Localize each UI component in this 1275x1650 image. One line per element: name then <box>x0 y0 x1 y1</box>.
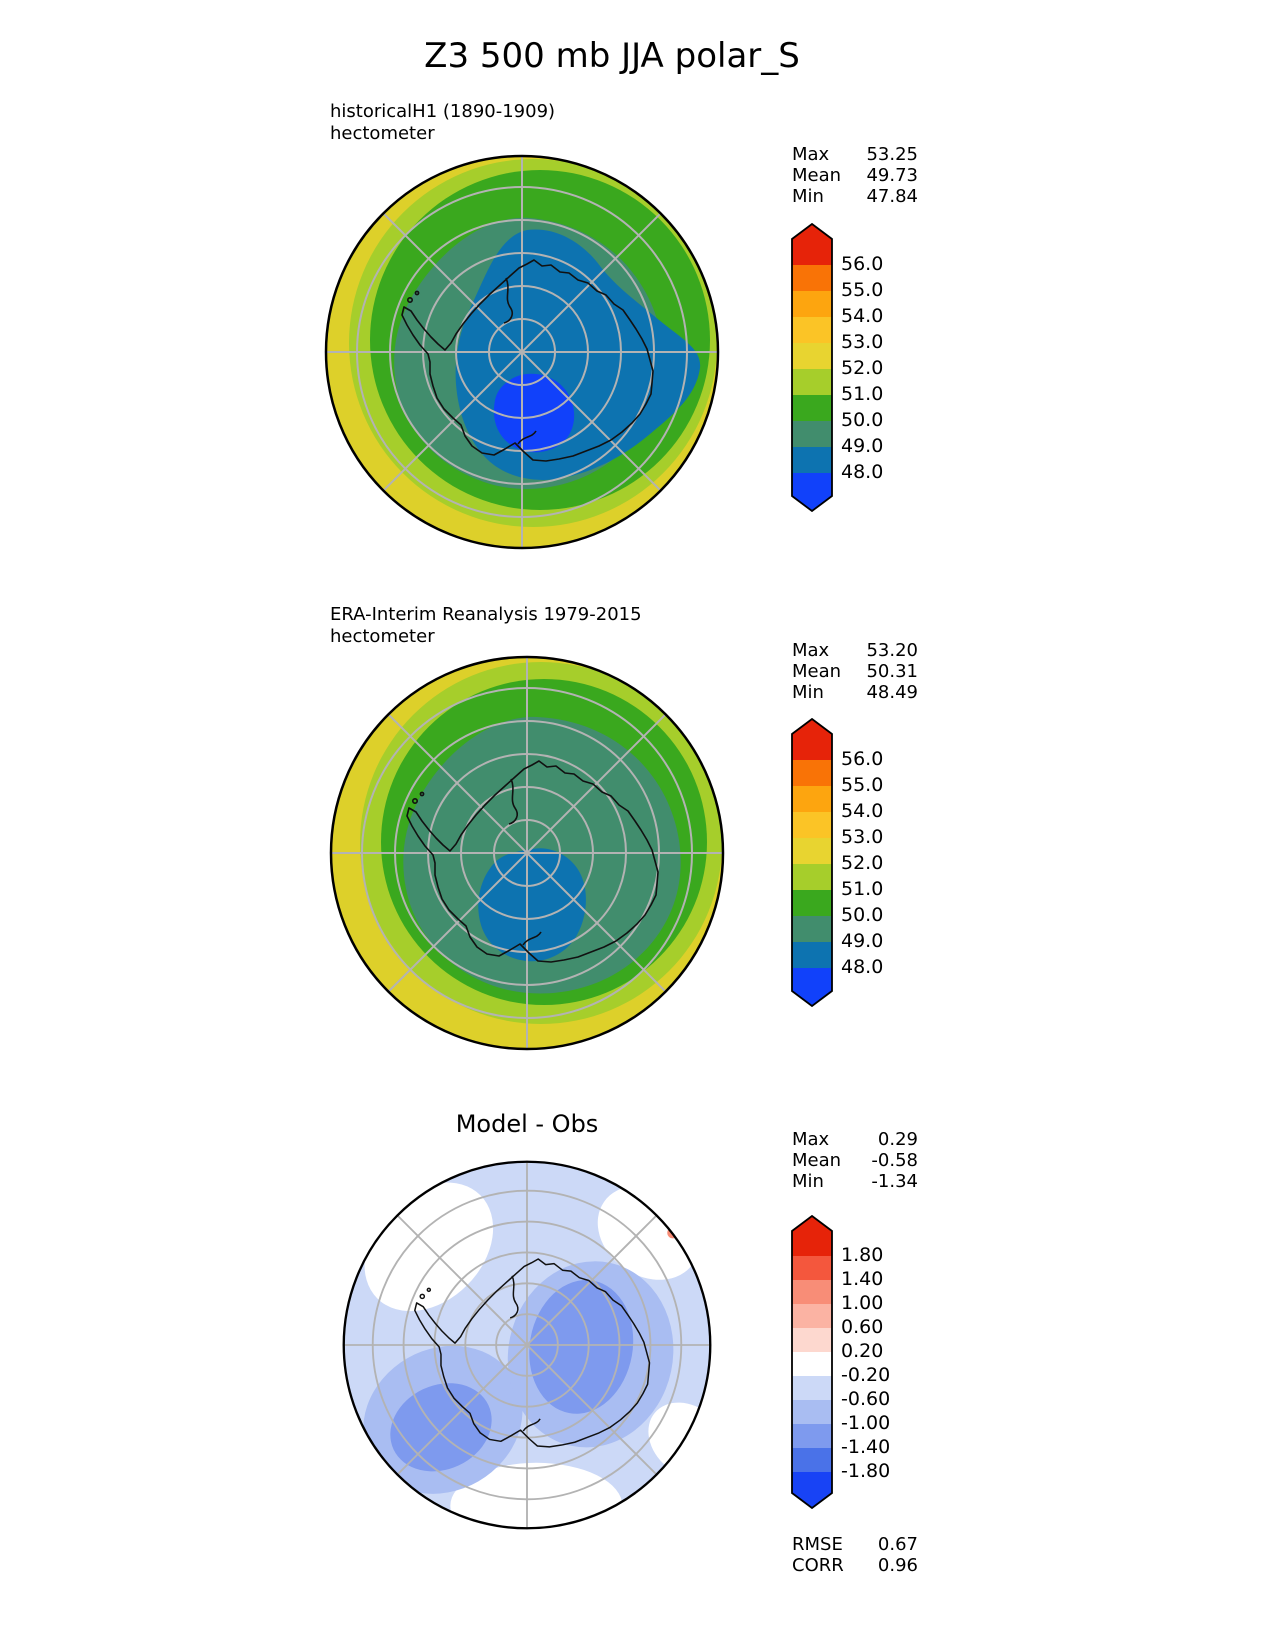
colorbar-tick-label: -0.20 <box>841 1364 891 1386</box>
stat-row: Min -1.34 <box>792 1171 918 1192</box>
metric-row: CORR 0.96 <box>792 1555 918 1576</box>
colorbar-tick-label: 52.0 <box>841 852 884 874</box>
colorbar-tick-label: -1.80 <box>841 1460 891 1482</box>
colorbar-tick-label: 53.0 <box>841 331 884 353</box>
stat-name: Min <box>792 186 824 207</box>
colorbar-tick-label: 51.0 <box>841 878 884 900</box>
colorbar-tick-label: 54.0 <box>841 305 884 327</box>
colorbar-tick-label: 55.0 <box>841 774 884 796</box>
stat-row: Mean 49.73 <box>792 165 918 186</box>
stat-name: Max <box>792 1129 830 1150</box>
stat-value: -0.58 <box>871 1150 918 1171</box>
stat-name: Min <box>792 682 824 703</box>
stats-block-obs: Max 53.20 Mean 50.31 Min 48.49 <box>792 640 918 703</box>
stat-name: Mean <box>792 165 842 186</box>
stat-value: 50.31 <box>866 661 918 682</box>
metric-name: RMSE <box>792 1534 843 1555</box>
colorbar-tick-label: 54.0 <box>841 800 884 822</box>
stat-value: -1.34 <box>871 1171 918 1192</box>
colorbar-obs <box>791 718 833 1007</box>
metric-value: 0.67 <box>877 1534 918 1555</box>
stat-name: Max <box>792 640 830 661</box>
stat-name: Mean <box>792 661 842 682</box>
stat-row: Max 53.25 <box>792 144 918 165</box>
metrics-block: RMSE 0.67 CORR 0.96 <box>792 1534 918 1576</box>
stat-value: 0.29 <box>877 1129 918 1150</box>
panel-model-label: historicalH1 (1890-1909) hectometer <box>330 101 555 145</box>
colorbar-tick-label: 53.0 <box>841 826 884 848</box>
colorbar-tick-label: 55.0 <box>841 279 884 301</box>
colorbar-tick-labels-model: 56.0 55.0 54.0 53.0 52.0 51.0 50.0 49.0 48.0 <box>841 251 883 485</box>
stat-name: Mean <box>792 1150 842 1171</box>
map-boundary <box>329 655 725 1051</box>
stat-name: Min <box>792 1171 824 1192</box>
stat-row: Max 0.29 <box>792 1129 918 1150</box>
dataset-name: historicalH1 (1890-1909) <box>330 101 556 122</box>
colorbar-tick-label: -0.60 <box>841 1388 891 1410</box>
colorbar-tick-label: 0.60 <box>841 1316 884 1338</box>
stat-value: 53.25 <box>866 144 918 165</box>
metric-name: CORR <box>792 1555 844 1576</box>
colorbar-tick-label: 1.80 <box>841 1244 884 1266</box>
colorbar-diff <box>791 1215 833 1509</box>
colorbar-tick-label: 51.0 <box>841 383 884 405</box>
map-diff-polar-plot <box>341 1159 713 1531</box>
stat-row: Min 47.84 <box>792 186 918 207</box>
colorbar-tick-label: 1.40 <box>841 1268 884 1290</box>
colorbar-tick-label: 48.0 <box>841 461 884 483</box>
metric-row: RMSE 0.67 <box>792 1534 918 1555</box>
colorbar-model <box>791 223 833 512</box>
panel-obs-label: ERA-Interim Reanalysis 1979-2015 hectome… <box>330 604 642 648</box>
stat-value: 48.49 <box>866 682 918 703</box>
colorbar-tick-label: 50.0 <box>841 904 884 926</box>
colorbar-tick-label: -1.00 <box>841 1412 891 1434</box>
diff-panel-title: Model - Obs <box>455 1110 599 1138</box>
colorbar-tick-label: 1.00 <box>841 1292 884 1314</box>
colorbar-tick-labels-diff: 1.80 1.40 1.00 0.60 0.20 -0.20 -0.60 -1.00 -1.40… <box>841 1243 890 1483</box>
colorbar-tick-label: 52.0 <box>841 357 884 379</box>
colorbar-tick-label: 48.0 <box>841 956 884 978</box>
map-boundary <box>342 1160 712 1530</box>
stats-block-diff: Max 0.29 Mean -0.58 Min -1.34 <box>792 1129 918 1192</box>
stat-row: Min 48.49 <box>792 682 918 703</box>
stat-row: Mean -0.58 <box>792 1150 918 1171</box>
dataset-name: ERA-Interim Reanalysis 1979-2015 <box>330 604 642 625</box>
metric-value: 0.96 <box>877 1555 918 1576</box>
page-title: Z3 500 mb JJA polar_S <box>424 36 800 76</box>
colorbar-tick-label: 56.0 <box>841 253 884 275</box>
colorbar-tick-label: 49.0 <box>841 435 884 457</box>
stat-row: Mean 50.31 <box>792 661 918 682</box>
stat-value: 53.20 <box>866 640 918 661</box>
map-obs-polar-plot <box>329 655 725 1051</box>
units-label: hectometer <box>330 123 435 144</box>
colorbar-tick-label: 50.0 <box>841 409 884 431</box>
colorbar-tick-label: 49.0 <box>841 930 884 952</box>
stats-block-model: Max 53.25 Mean 49.73 Min 47.84 <box>792 144 918 207</box>
map-model-polar-plot <box>324 154 720 550</box>
colorbar-tick-label: -1.40 <box>841 1436 891 1458</box>
stat-value: 47.84 <box>866 186 918 207</box>
colorbar-tick-label: 0.20 <box>841 1340 884 1362</box>
colorbar-tick-labels-obs: 56.0 55.0 54.0 53.0 52.0 51.0 50.0 49.0 48.0 <box>841 746 883 980</box>
stat-value: 49.73 <box>866 165 918 186</box>
colorbar-tick-label: 56.0 <box>841 748 884 770</box>
stat-name: Max <box>792 144 830 165</box>
map-boundary <box>324 154 720 550</box>
units-label: hectometer <box>330 626 435 647</box>
stat-row: Max 53.20 <box>792 640 918 661</box>
